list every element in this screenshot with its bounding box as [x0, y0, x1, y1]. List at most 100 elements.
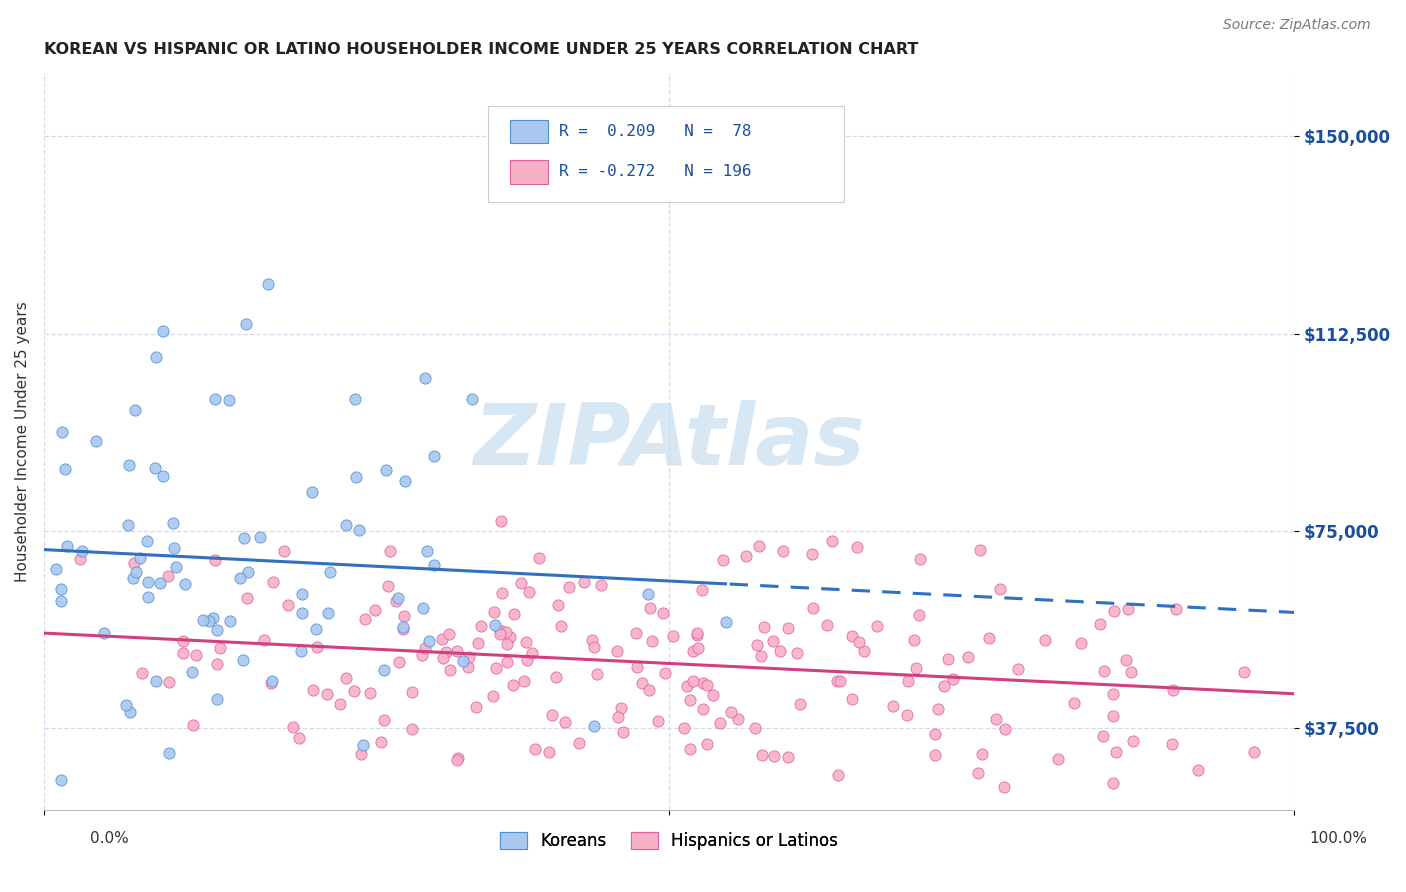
Point [45, 561, 67, 575]
Point [202, 611, 225, 625]
FancyBboxPatch shape [510, 160, 548, 184]
Point [125, 565, 148, 579]
Point [897, 673, 920, 688]
Point [1122, 734, 1144, 748]
Point [218, 393, 240, 408]
Point [801, 547, 824, 561]
Point [208, 640, 231, 655]
Point [373, 663, 395, 677]
Point [149, 576, 172, 591]
Point [903, 632, 925, 647]
Point [484, 605, 506, 619]
Point [273, 544, 295, 558]
Point [1243, 746, 1265, 760]
Point [315, 687, 337, 701]
Point [776, 621, 799, 635]
Point [413, 640, 436, 655]
Point [439, 663, 461, 677]
Point [180, 665, 202, 679]
Point [432, 651, 454, 665]
Point [56, 539, 79, 553]
Point [207, 692, 229, 706]
Point [496, 637, 519, 651]
Point [174, 576, 197, 591]
Point [156, 569, 179, 583]
Point [702, 689, 724, 703]
Point [582, 718, 605, 732]
Point [606, 643, 628, 657]
Text: R = -0.272   N = 196: R = -0.272 N = 196 [560, 164, 751, 179]
Point [1063, 696, 1085, 710]
Point [523, 742, 546, 756]
Point [1115, 653, 1137, 667]
Point [446, 644, 468, 658]
Point [1105, 745, 1128, 759]
Point [845, 540, 868, 554]
Point [984, 712, 1007, 726]
Point [118, 706, 141, 720]
Point [1164, 602, 1187, 616]
Point [49, 582, 72, 597]
Point [550, 619, 572, 633]
Point [413, 371, 436, 385]
Point [115, 698, 138, 712]
Point [956, 649, 979, 664]
Point [1102, 709, 1125, 723]
Point [1187, 763, 1209, 777]
Point [692, 676, 714, 690]
Text: 0.0%: 0.0% [90, 831, 129, 846]
Point [988, 582, 1011, 596]
Point [152, 469, 174, 483]
Point [172, 633, 194, 648]
Point [485, 661, 508, 675]
Point [350, 747, 373, 761]
Point [637, 587, 659, 601]
Point [232, 531, 254, 545]
Point [853, 644, 876, 658]
Point [581, 632, 603, 647]
Point [769, 644, 792, 658]
Point [789, 697, 811, 711]
Point [503, 607, 526, 621]
Point [977, 631, 1000, 645]
Point [936, 652, 959, 666]
Point [745, 638, 768, 652]
Point [347, 523, 370, 537]
Point [776, 749, 799, 764]
Point [307, 640, 329, 655]
Point [394, 474, 416, 488]
Point [752, 620, 775, 634]
Point [205, 657, 228, 671]
Point [969, 542, 991, 557]
Point [451, 654, 474, 668]
Point [290, 644, 312, 658]
Text: 100.0%: 100.0% [1309, 831, 1368, 846]
Point [51, 425, 73, 439]
Point [260, 676, 283, 690]
Point [257, 277, 280, 291]
Point [517, 585, 540, 599]
Point [626, 660, 648, 674]
Point [412, 601, 434, 615]
Point [401, 723, 423, 737]
FancyBboxPatch shape [488, 106, 844, 202]
Point [586, 667, 609, 681]
Point [335, 518, 357, 533]
Point [375, 463, 398, 477]
Point [905, 661, 928, 675]
Point [1116, 602, 1139, 616]
Point [908, 552, 931, 566]
Point [827, 768, 849, 782]
Point [772, 544, 794, 558]
Point [908, 607, 931, 622]
Point [491, 514, 513, 528]
Point [679, 693, 702, 707]
Point [1092, 729, 1115, 743]
Text: R =  0.209   N =  78: R = 0.209 N = 78 [560, 124, 751, 139]
Point [378, 543, 401, 558]
Point [637, 683, 659, 698]
Point [422, 558, 444, 572]
Point [762, 749, 785, 764]
Point [1160, 737, 1182, 751]
Point [491, 586, 513, 600]
